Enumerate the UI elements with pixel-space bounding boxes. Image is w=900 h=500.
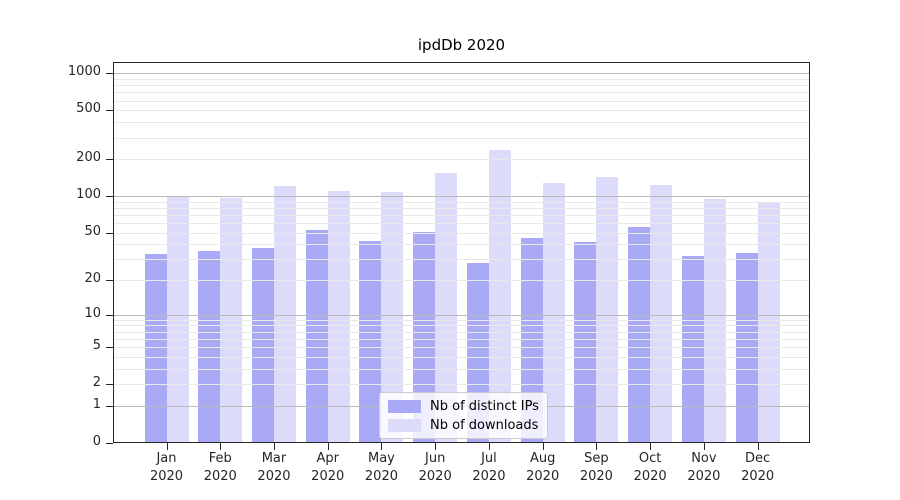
major-gridline — [113, 314, 810, 316]
y-tick-mark — [106, 73, 113, 75]
x-tick-label-apr: Apr 2020 — [311, 451, 345, 484]
minor-gridline — [113, 319, 810, 321]
x-tick-label-jul: Jul 2020 — [472, 451, 506, 484]
bar-downloads-apr — [327, 190, 350, 443]
y-tick-label: 1000 — [67, 64, 101, 80]
x-tick-label-mar: Mar 2020 — [257, 451, 291, 484]
y-tick-label: 5 — [92, 338, 101, 354]
y-tick-mark — [106, 232, 113, 234]
minor-gridline — [113, 347, 810, 349]
x-tick-mark — [488, 443, 490, 450]
minor-gridline — [113, 338, 810, 340]
y-tick-label: 0 — [92, 434, 101, 449]
minor-gridline — [113, 85, 810, 87]
minor-gridline — [113, 207, 810, 209]
plot-area — [113, 62, 810, 443]
legend-label-downloads: Nb of downloads — [430, 417, 539, 433]
minor-gridline — [113, 110, 810, 112]
bar-distinct-ips-sep — [574, 241, 597, 443]
bar-distinct-ips-feb — [198, 251, 221, 443]
y-tick-label: 2 — [92, 375, 101, 391]
x-tick-label-feb: Feb 2020 — [203, 451, 237, 484]
minor-gridline — [113, 137, 810, 139]
legend-swatch-downloads — [388, 418, 421, 432]
y-tick-mark — [106, 280, 113, 282]
minor-gridline — [113, 232, 810, 234]
chart-title: ipdDb 2020 — [417, 36, 506, 54]
bar-distinct-ips-mar — [251, 248, 274, 443]
y-tick-mark — [106, 347, 113, 349]
bar-downloads-aug — [542, 183, 565, 443]
x-tick-mark — [596, 443, 598, 450]
y-tick-label: 1 — [92, 396, 101, 412]
y-tick-mark — [106, 384, 113, 386]
x-tick-label-jan: Jan 2020 — [149, 451, 184, 484]
minor-gridline — [113, 92, 810, 94]
bar-distinct-ips-aug — [520, 238, 543, 443]
y-tick-mark — [106, 110, 113, 112]
y-tick-label: 200 — [76, 150, 101, 166]
x-tick-mark — [327, 443, 329, 450]
bar-distinct-ips-apr — [305, 229, 328, 443]
minor-gridline — [113, 356, 810, 358]
x-tick-mark — [166, 443, 168, 450]
x-tick-mark — [273, 443, 275, 450]
x-tick-mark — [703, 443, 705, 450]
bar-distinct-ips-jun — [413, 231, 436, 443]
y-tick-label: 10 — [84, 305, 101, 321]
x-tick-label-oct: Oct 2020 — [633, 451, 667, 484]
x-tick-mark — [220, 443, 222, 450]
bar-downloads-oct — [650, 184, 673, 443]
x-tick-mark — [435, 443, 437, 450]
bar-downloads-may — [381, 191, 404, 443]
x-tick-label-nov: Nov 2020 — [687, 451, 721, 484]
minor-gridline — [113, 223, 810, 225]
y-tick-label: 50 — [84, 223, 101, 239]
y-tick-mark — [106, 405, 113, 407]
minor-gridline — [113, 122, 810, 124]
minor-gridline — [113, 244, 810, 246]
x-tick-mark — [381, 443, 383, 450]
legend: Nb of distinct IPs Nb of downloads — [379, 392, 548, 439]
minor-gridline — [113, 259, 810, 261]
minor-gridline — [113, 280, 810, 282]
minor-gridline — [113, 214, 810, 216]
x-tick-mark — [542, 443, 544, 450]
minor-gridline — [113, 325, 810, 327]
legend-swatch-distinct-ips — [388, 399, 421, 413]
minor-gridline — [113, 368, 810, 370]
bar-downloads-sep — [596, 177, 619, 443]
minor-gridline — [113, 201, 810, 203]
major-gridline — [113, 196, 810, 198]
x-tick-label-dec: Dec 2020 — [741, 451, 775, 484]
minor-gridline — [113, 78, 810, 80]
y-tick-label: 20 — [84, 271, 101, 287]
minor-gridline — [113, 100, 810, 102]
y-tick-label: 100 — [76, 187, 101, 203]
x-tick-label-aug: Aug 2020 — [526, 451, 560, 484]
minor-gridline — [113, 331, 810, 333]
x-tick-label-may: May 2020 — [364, 451, 398, 484]
major-gridline — [113, 73, 810, 75]
x-tick-label-sep: Sep 2020 — [579, 451, 613, 484]
bar-distinct-ips-jan — [144, 254, 167, 443]
bar-downloads-dec — [757, 202, 780, 443]
bar-distinct-ips-may — [359, 240, 382, 443]
y-tick-mark — [106, 314, 113, 316]
y-tick-mark — [106, 159, 113, 161]
y-tick-mark — [106, 443, 113, 444]
legend-item-downloads: Nb of downloads — [388, 417, 539, 433]
y-tick-label: 500 — [76, 101, 101, 117]
x-tick-mark — [757, 443, 759, 450]
legend-label-distinct-ips: Nb of distinct IPs — [430, 398, 539, 414]
legend-item-distinct-ips: Nb of distinct IPs — [388, 398, 539, 414]
bar-downloads-jun — [435, 173, 458, 443]
bar-distinct-ips-nov — [681, 255, 704, 443]
minor-gridline — [113, 384, 810, 386]
x-tick-label-jun: Jun 2020 — [418, 451, 452, 484]
y-tick-mark — [106, 196, 113, 198]
minor-gridline — [113, 159, 810, 161]
x-tick-mark — [650, 443, 652, 450]
